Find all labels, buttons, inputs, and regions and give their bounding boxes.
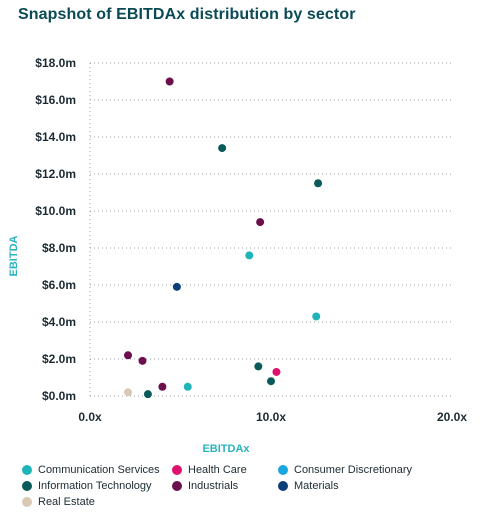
legend-swatch — [278, 465, 288, 475]
legend-label: Materials — [294, 480, 339, 492]
data-point — [165, 77, 174, 86]
legend-item: Real Estate — [22, 496, 95, 508]
data-point — [183, 382, 192, 391]
legend-label: Information Technology — [38, 480, 152, 492]
legend-item: Information Technology — [22, 480, 152, 492]
data-point — [124, 388, 133, 397]
y-tick-label: $0.0m — [42, 389, 76, 403]
gridlines — [90, 62, 452, 397]
data-point — [245, 251, 254, 260]
legend-item: Industrials — [172, 480, 238, 492]
legend-swatch — [22, 497, 32, 507]
data-point — [172, 282, 181, 291]
legend-swatch — [172, 465, 182, 475]
legend-item: Health Care — [172, 464, 247, 476]
legend-item: Communication Services — [22, 464, 160, 476]
data-point — [256, 218, 265, 227]
y-tick-label: $2.0m — [42, 352, 76, 366]
data-points — [124, 77, 323, 399]
y-tick-label: $6.0m — [42, 278, 76, 292]
data-point — [267, 377, 275, 386]
y-tick-label: $8.0m — [42, 241, 76, 255]
data-point — [272, 367, 281, 376]
x-tick-label: 10.0x — [256, 410, 286, 424]
data-point — [158, 382, 167, 391]
y-tick-label: $10.0m — [35, 204, 76, 218]
data-point — [124, 351, 133, 360]
data-point — [254, 362, 263, 371]
legend-label: Communication Services — [38, 464, 160, 476]
legend-item: Consumer Discretionary — [278, 464, 412, 476]
chart-title: Snapshot of EBITDAx distribution by sect… — [18, 6, 356, 23]
x-tick-label: 0.0x — [78, 410, 102, 424]
legend-swatch — [278, 481, 288, 491]
y-axis-label: EBITDA — [8, 235, 20, 276]
scatter-plot: $0.0m $2.0m $4.0m $6.0m $8.0m $10.0m $12.0m $14… — [8, 56, 467, 455]
data-point — [218, 144, 227, 153]
y-axis-ticks: $0.0m $2.0m $4.0m $6.0m $8.0m $10.0m $12.0m $14… — [35, 56, 76, 403]
legend-swatch — [172, 481, 182, 491]
legend-swatch — [22, 465, 32, 475]
legend-swatch — [22, 481, 32, 491]
legend-label: Industrials — [188, 480, 239, 492]
data-point — [314, 179, 323, 188]
y-tick-label: $18.0m — [35, 56, 76, 70]
legend-label: Real Estate — [38, 496, 95, 508]
y-tick-label: $16.0m — [35, 93, 76, 107]
legend-label: Health Care — [188, 464, 247, 476]
data-point — [138, 356, 147, 365]
x-axis-label: EBITDAx — [202, 443, 250, 455]
legend-label: Consumer Discretionary — [294, 464, 412, 476]
y-tick-label: $14.0m — [35, 130, 76, 144]
data-point — [312, 312, 321, 321]
x-axis-ticks: 0.0x 10.0x 20.0x — [78, 410, 467, 424]
x-tick-label: 20.0x — [437, 410, 467, 424]
legend-item: Materials — [278, 480, 339, 492]
y-tick-label: $12.0m — [35, 167, 76, 181]
data-point — [143, 390, 152, 399]
y-tick-label: $4.0m — [42, 315, 76, 329]
